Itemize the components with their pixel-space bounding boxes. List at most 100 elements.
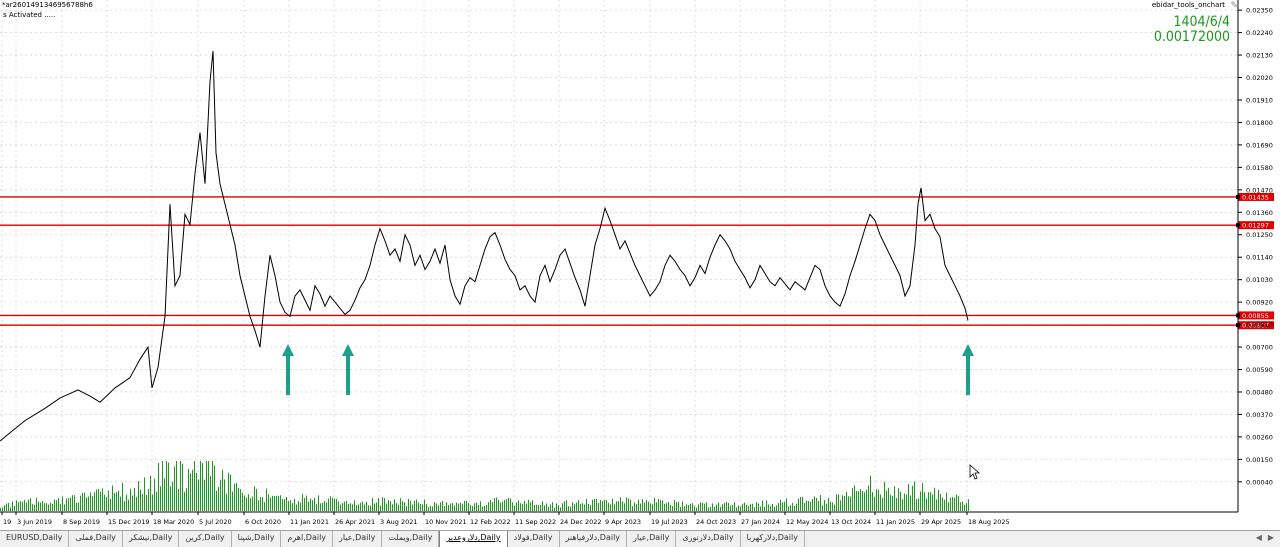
volume-bar [282,499,283,511]
volume-bar [228,472,229,511]
chart-tab[interactable]: نیشکر,Daily [123,531,180,547]
volume-bar [342,503,343,511]
volume-bar [764,506,765,511]
volume-bar [204,479,205,511]
indicator-name: ebidar_tools_onchart [1151,1,1225,9]
chart-tab[interactable]: فولاد,Daily [508,531,560,547]
level-label-bg [1238,311,1274,320]
chart-area[interactable]: 0.01435 0.01297 0.00855 0.00807 0.02350 0.02… [0,0,1280,530]
price-tick-label: 0.01470 [1246,186,1273,194]
volume-bar [366,501,367,511]
volume-bar [814,496,815,511]
volume-bar [190,473,191,511]
volume-bar [286,496,287,511]
volume-bar [546,503,547,511]
volume-bar [454,505,455,511]
volume-bar [82,492,83,511]
chart-tab[interactable]: اهرم,Daily [281,531,334,547]
volume-bar [472,506,473,511]
tab-scroll-left-icon[interactable]: ◀ [1255,533,1262,542]
volume-bar [504,499,505,511]
volume-bar [172,481,173,511]
volume-bar [572,502,573,511]
volume-bar [882,497,883,511]
volume-bar [688,505,689,511]
chart-tab[interactable]: کرین,Daily [179,531,232,547]
chart-tab[interactable]: عیار,Daily [333,531,383,547]
volume-bar [518,500,519,511]
volume-bar [952,496,953,511]
volume-bar [620,497,621,511]
chart-tab[interactable]: دلاروعدیر,Daily [439,531,508,547]
volume-bar [564,501,565,511]
volume-bar [928,492,929,511]
volume-bar [376,502,377,511]
tab-scroll-right-icon[interactable]: ▶ [1267,533,1274,542]
chart-tab[interactable]: EURUSD,Daily [0,531,70,547]
volume-bar [946,492,947,511]
indicator-settings-icon[interactable]: ✎ [1230,1,1238,11]
volume-bar [26,502,27,511]
price-tick-label: 0.00260 [1246,433,1273,441]
price-tick-label: 0.00040 [1246,478,1273,486]
volume-bar [52,503,53,511]
volume-bar [566,500,567,511]
volume-bar [924,492,925,511]
volume-bar [828,498,829,511]
volume-bar [418,502,419,511]
volume-bar [192,469,193,511]
volume-bar [858,491,859,511]
account-text: *ar2601491346956788h6 [2,1,93,9]
volume-bar [382,497,383,511]
volume-bar [284,499,285,511]
time-tick-label: 18 Mar 2020 [153,518,194,526]
chart-tab[interactable]: فملی,Daily [69,531,123,547]
volume-bar [788,506,789,511]
volume-bar [4,505,5,511]
volume-bar [664,503,665,511]
volume-bar [598,502,599,511]
volume-bar [932,494,933,511]
volume-bar [708,507,709,511]
volume-bar [252,496,253,511]
volume-bar [906,494,907,511]
volume-bar [502,501,503,511]
level-label-bg [1238,192,1274,201]
chart-tab[interactable]: ویملت,Daily [382,531,440,547]
volume-bar [920,491,921,511]
volume-bar [6,503,7,511]
chart-tab[interactable]: دلارفیاهنر,Daily [560,531,628,547]
volume-bar [802,496,803,511]
volume-bar [586,498,587,511]
volume-bar [412,504,413,511]
volume-bar [174,466,175,511]
volume-bar [662,500,663,511]
volume-bar [104,494,105,511]
volume-bar [90,492,91,511]
volume-bar [808,500,809,511]
volume-bar [642,499,643,511]
volume-bar [378,498,379,511]
volume-bar [266,488,267,511]
chart-tab[interactable]: دلارکهربا,Daily [741,531,805,547]
volume-bar [716,504,717,511]
volume-bar [740,506,741,511]
volume-bar [114,493,115,511]
volume-bar [476,502,477,511]
volume-bar [904,493,905,511]
horizontal-levels: 0.01435 0.01297 0.00855 0.00807 [0,192,1274,330]
volume-bar [232,491,233,511]
volume-bar [316,504,317,511]
volume-bar [698,504,699,511]
chart-tab[interactable]: شپنا,Daily [232,531,282,547]
volume-bar [968,499,969,511]
time-tick-label: 8 Sep 2019 [63,518,100,526]
chart-tab[interactable]: عیار,Daily [627,531,677,547]
volume-bar [46,503,47,511]
volume-bar [462,504,463,511]
volume-bar [606,500,607,511]
volume-bar [854,485,855,511]
chart-tab[interactable]: دلارنوری,Daily [676,531,741,547]
volume-bar [152,494,153,511]
